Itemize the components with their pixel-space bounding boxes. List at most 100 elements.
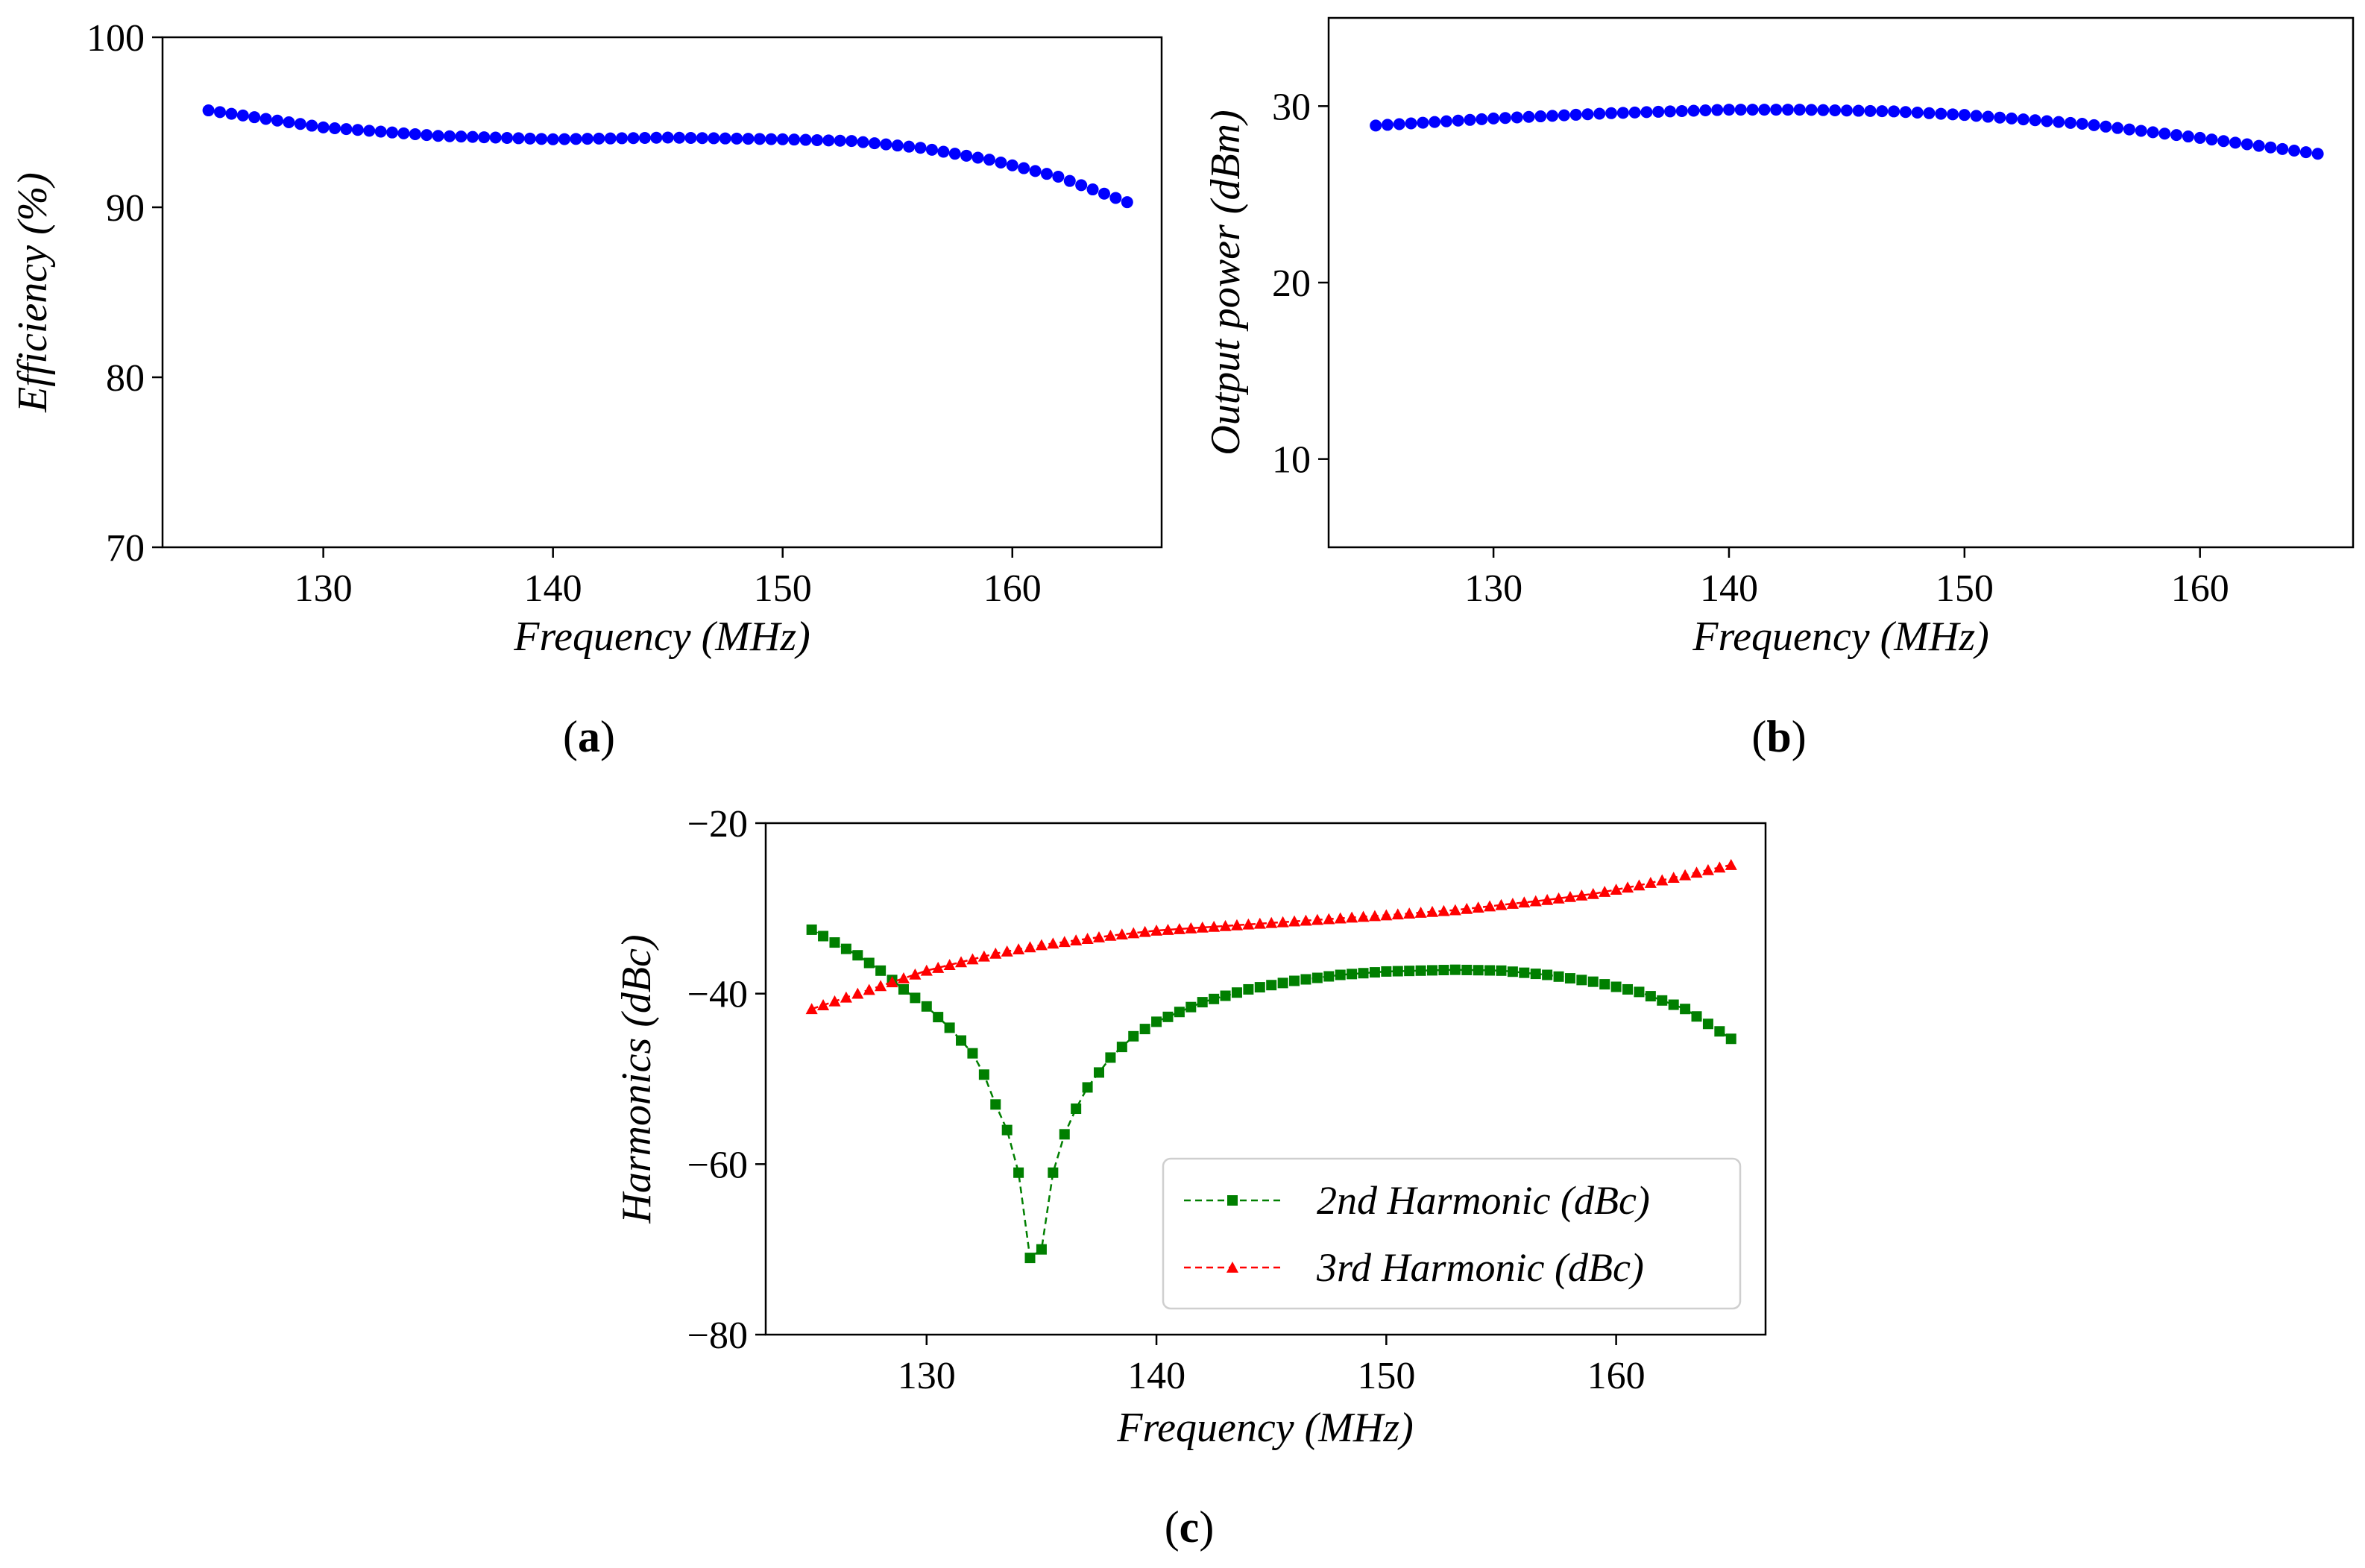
efficiency-point bbox=[788, 133, 801, 146]
3rd-harmonic-dbc-point bbox=[1115, 928, 1128, 940]
2nd-harmonic-dbc-point bbox=[829, 937, 840, 948]
output-power-point bbox=[1616, 107, 1629, 119]
output-power-point bbox=[2123, 123, 2135, 136]
efficiency-point bbox=[925, 143, 938, 156]
harmonics-series bbox=[805, 858, 1737, 1264]
output-power-point bbox=[1758, 104, 1771, 116]
2nd-harmonic-dbc-point bbox=[852, 950, 863, 961]
3rd-harmonic-dbc-point bbox=[920, 964, 933, 976]
efficiency-point bbox=[708, 132, 720, 145]
efficiency-point bbox=[1075, 179, 1088, 192]
efficiency-point bbox=[604, 132, 617, 145]
output-power-point bbox=[2088, 119, 2100, 131]
3rd-harmonic-dbc-point bbox=[1667, 872, 1680, 884]
output-power-point bbox=[1982, 110, 1994, 123]
3rd-harmonic-dbc-point bbox=[1288, 915, 1301, 927]
efficiency-point bbox=[317, 121, 330, 133]
2nd-harmonic-dbc-point bbox=[1094, 1067, 1104, 1078]
efficiency-point bbox=[616, 132, 629, 145]
3rd-harmonic-dbc-point bbox=[1656, 874, 1669, 886]
efficiency-point bbox=[914, 142, 927, 154]
output-power-point bbox=[2288, 144, 2301, 157]
output-power-point bbox=[2240, 138, 2253, 151]
3rd-harmonic-dbc-point bbox=[1334, 912, 1347, 924]
output-power-point bbox=[1829, 104, 1842, 116]
efficiency-point bbox=[225, 107, 238, 120]
2nd-harmonic-dbc-point bbox=[806, 924, 817, 935]
legend-entry-3rd-harmonic bbox=[1184, 1261, 1281, 1273]
efficiency-point bbox=[960, 149, 973, 162]
2nd-harmonic-dbc-point bbox=[1071, 1103, 1082, 1115]
legend-box bbox=[1162, 1157, 1742, 1310]
output-power-point bbox=[1440, 115, 1452, 127]
2nd-harmonic-dbc-point bbox=[898, 983, 909, 995]
efficiency-point bbox=[834, 134, 846, 147]
2nd-harmonic-dbc-point bbox=[1266, 980, 1277, 991]
output-power-point bbox=[2135, 125, 2147, 137]
3rd-harmonic-dbc-point bbox=[1127, 927, 1140, 939]
output-power-point bbox=[1569, 108, 1582, 121]
3rd-harmonic-dbc-point bbox=[1001, 945, 1013, 957]
efficiency-point bbox=[306, 119, 318, 132]
output-power-point bbox=[2229, 136, 2242, 149]
efficiency-point bbox=[673, 131, 686, 144]
2nd-harmonic-dbc-point bbox=[1048, 1167, 1059, 1178]
x-tick-label: 130 bbox=[1464, 567, 1522, 610]
2nd-harmonic-dbc-point bbox=[921, 1001, 932, 1012]
y-tick-label: 80 bbox=[106, 357, 145, 400]
3rd-harmonic-dbc-point bbox=[1276, 916, 1289, 928]
output-power-point bbox=[1876, 105, 1889, 118]
panel-label-a: (a) bbox=[563, 712, 615, 761]
y-tick-label: −20 bbox=[687, 803, 748, 846]
efficiency-point bbox=[501, 131, 514, 144]
3rd-harmonic-dbc-point bbox=[989, 947, 1002, 959]
efficiency-point bbox=[719, 132, 731, 145]
x-tick-label: 130 bbox=[898, 1355, 956, 1397]
y-tick-label: 100 bbox=[86, 17, 145, 60]
output-power-point bbox=[2205, 133, 2218, 146]
2nd-harmonic-dbc-point bbox=[1680, 1004, 1691, 1015]
output-power-series bbox=[1370, 104, 2324, 160]
x-tick-label: 150 bbox=[1936, 567, 1994, 610]
2nd-harmonic-dbc-point bbox=[1116, 1042, 1127, 1053]
output-power-point bbox=[1393, 118, 1405, 130]
efficiency-point bbox=[638, 131, 651, 144]
2nd-harmonic-dbc-point bbox=[1162, 1011, 1174, 1022]
efficiency-point bbox=[650, 131, 663, 144]
output-power-point bbox=[1628, 106, 1641, 119]
3rd-harmonic-dbc-point bbox=[1495, 898, 1508, 910]
3rd-harmonic-dbc-point bbox=[1426, 905, 1439, 917]
2nd-harmonic-dbc-point bbox=[1013, 1167, 1024, 1178]
3rd-harmonic-dbc-point bbox=[932, 961, 945, 973]
3rd-harmonic-dbc-point bbox=[966, 953, 979, 965]
3rd-harmonic-dbc-point bbox=[977, 950, 990, 962]
efficiency-point bbox=[581, 133, 593, 145]
y-tick-label: −40 bbox=[687, 974, 748, 1016]
output-power-point bbox=[1746, 104, 1759, 116]
efficiency-point bbox=[937, 145, 950, 158]
3rd-harmonic-dbc-point bbox=[1472, 901, 1484, 913]
2nd-harmonic-dbc-point bbox=[1151, 1016, 1162, 1027]
efficiency-point bbox=[903, 140, 916, 153]
2nd-harmonic-dbc-point bbox=[1392, 966, 1403, 977]
output-power-point bbox=[1476, 113, 1488, 125]
2nd-harmonic-dbc-point bbox=[1139, 1024, 1150, 1035]
efficiency-point bbox=[570, 133, 582, 145]
3rd-harmonic-dbc-point bbox=[1081, 933, 1094, 944]
output-power-point bbox=[2217, 135, 2230, 148]
3rd-harmonic-dbc-point bbox=[1414, 907, 1427, 918]
3rd-harmonic-dbc-point bbox=[1621, 881, 1634, 893]
efficiency-point bbox=[363, 125, 376, 137]
3rd-harmonic-dbc-point bbox=[1311, 913, 1323, 925]
output-power-point bbox=[1911, 107, 1924, 119]
2nd-harmonic-dbc-point bbox=[1243, 983, 1254, 995]
output-power-point bbox=[1664, 105, 1676, 118]
2nd-harmonic-dbc-point bbox=[1691, 1011, 1702, 1022]
2nd-harmonic-dbc-point bbox=[1404, 966, 1415, 977]
3rd-harmonic-dbc-point bbox=[1230, 919, 1244, 931]
x-axis-label: Frequency (MHz) bbox=[1116, 1405, 1414, 1451]
output-power-point bbox=[1429, 116, 1441, 128]
2nd-harmonic-dbc-point bbox=[1001, 1124, 1013, 1136]
efficiency-point bbox=[432, 130, 444, 142]
2nd-harmonic-dbc-point bbox=[1209, 993, 1220, 1004]
